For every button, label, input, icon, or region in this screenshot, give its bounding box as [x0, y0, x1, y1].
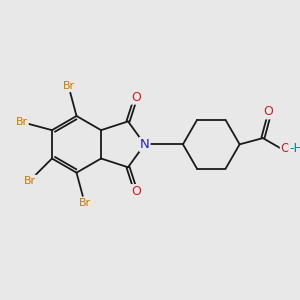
Text: Br: Br [79, 198, 91, 208]
Text: -H: -H [289, 142, 300, 155]
Text: O: O [281, 142, 291, 155]
Text: N: N [140, 138, 150, 151]
Text: O: O [263, 105, 273, 119]
Text: Br: Br [16, 117, 28, 127]
Text: Br: Br [62, 81, 74, 91]
Text: O: O [131, 185, 141, 198]
Text: Br: Br [24, 176, 36, 185]
Text: O: O [131, 91, 141, 103]
